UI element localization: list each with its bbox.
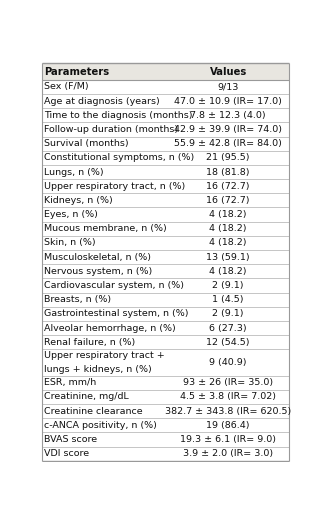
Text: 47.0 ± 10.9 (IR= 17.0): 47.0 ± 10.9 (IR= 17.0) [174,97,282,105]
Text: Mucous membrane, n (%): Mucous membrane, n (%) [44,224,166,233]
Bar [42,165,289,179]
Text: c-ANCA positivity, n (%): c-ANCA positivity, n (%) [44,421,157,430]
Text: Kidneys, n (%): Kidneys, n (%) [44,196,112,205]
Text: 4.5 ± 3.8 (IR= 7.02): 4.5 ± 3.8 (IR= 7.02) [180,392,276,401]
Text: 55.9 ± 42.8 (IR= 84.0): 55.9 ± 42.8 (IR= 84.0) [174,139,282,148]
Text: lungs + kidneys, n (%): lungs + kidneys, n (%) [44,365,151,374]
Text: 4 (18.2): 4 (18.2) [209,224,247,233]
Text: 1 (4.5): 1 (4.5) [212,295,244,304]
Bar [42,208,289,222]
Bar [42,122,289,136]
Text: BVAS score: BVAS score [44,435,97,444]
Bar [42,236,289,250]
Text: Creatinine clearance: Creatinine clearance [44,406,142,416]
Text: 93 ± 26 (IR= 35.0): 93 ± 26 (IR= 35.0) [183,378,273,387]
Bar [42,349,289,376]
Text: 9 (40.9): 9 (40.9) [209,358,247,367]
Text: Sex (F/M): Sex (F/M) [44,83,88,91]
Text: Values: Values [210,66,247,77]
Bar [42,222,289,236]
Text: 42.9 ± 39.9 (IR= 74.0): 42.9 ± 39.9 (IR= 74.0) [174,125,282,134]
Bar [42,136,289,151]
Text: Renal failure, n (%): Renal failure, n (%) [44,338,135,347]
Text: Time to the diagnosis (months): Time to the diagnosis (months) [44,111,192,120]
Text: Eyes, n (%): Eyes, n (%) [44,210,98,219]
Text: 18 (81.8): 18 (81.8) [206,168,250,176]
Text: 4 (18.2): 4 (18.2) [209,238,247,248]
Text: Nervous system, n (%): Nervous system, n (%) [44,267,152,276]
Bar [42,335,289,349]
Text: Musculoskeletal, n (%): Musculoskeletal, n (%) [44,253,151,262]
Text: Follow-up duration (months): Follow-up duration (months) [44,125,178,134]
Text: 12 (54.5): 12 (54.5) [206,338,250,347]
Text: Skin, n (%): Skin, n (%) [44,238,95,248]
Bar [42,264,289,278]
Text: Age at diagnosis (years): Age at diagnosis (years) [44,97,159,105]
Text: 2 (9.1): 2 (9.1) [212,309,244,318]
Bar [42,446,289,461]
Text: ESR, mm/h: ESR, mm/h [44,378,96,387]
Bar [42,418,289,432]
Text: Constitutional symptoms, n (%): Constitutional symptoms, n (%) [44,153,194,162]
Bar [42,278,289,293]
Text: 19.3 ± 6.1 (IR= 9.0): 19.3 ± 6.1 (IR= 9.0) [180,435,276,444]
Text: 13 (59.1): 13 (59.1) [206,253,250,262]
Bar [42,63,289,80]
Bar [42,307,289,321]
Text: 6 (27.3): 6 (27.3) [209,323,247,333]
Text: 9/13: 9/13 [217,83,239,91]
Bar [42,80,289,94]
Text: Lungs, n (%): Lungs, n (%) [44,168,103,176]
Text: 2 (9.1): 2 (9.1) [212,281,244,290]
Bar [42,390,289,404]
Text: Upper respiratory tract +: Upper respiratory tract + [44,351,164,360]
Text: Alveolar hemorrhage, n (%): Alveolar hemorrhage, n (%) [44,323,175,333]
Bar [42,151,289,165]
Text: VDI score: VDI score [44,449,89,458]
Bar [42,179,289,193]
Text: 4 (18.2): 4 (18.2) [209,267,247,276]
Text: Survival (months): Survival (months) [44,139,128,148]
Bar [42,321,289,335]
Text: Gastrointestinal system, n (%): Gastrointestinal system, n (%) [44,309,188,318]
Text: Upper respiratory tract, n (%): Upper respiratory tract, n (%) [44,182,185,190]
Text: 19 (86.4): 19 (86.4) [206,421,250,430]
Text: 16 (72.7): 16 (72.7) [206,196,250,205]
Text: 382.7 ± 343.8 (IR= 620.5): 382.7 ± 343.8 (IR= 620.5) [165,406,291,416]
Text: 16 (72.7): 16 (72.7) [206,182,250,190]
Bar [42,432,289,446]
Text: Breasts, n (%): Breasts, n (%) [44,295,111,304]
Text: 4 (18.2): 4 (18.2) [209,210,247,219]
Bar [42,376,289,390]
Text: 3.9 ± 2.0 (IR= 3.0): 3.9 ± 2.0 (IR= 3.0) [183,449,273,458]
Bar [42,404,289,418]
Text: Cardiovascular system, n (%): Cardiovascular system, n (%) [44,281,184,290]
Bar [42,293,289,307]
Bar [42,250,289,264]
Bar [42,108,289,122]
Text: 7.8 ± 12.3 (4.0): 7.8 ± 12.3 (4.0) [190,111,266,120]
Text: Parameters: Parameters [44,66,109,77]
Text: 21 (95.5): 21 (95.5) [206,153,250,162]
Bar [42,94,289,108]
Text: Creatinine, mg/dL: Creatinine, mg/dL [44,392,128,401]
Bar [42,193,289,208]
